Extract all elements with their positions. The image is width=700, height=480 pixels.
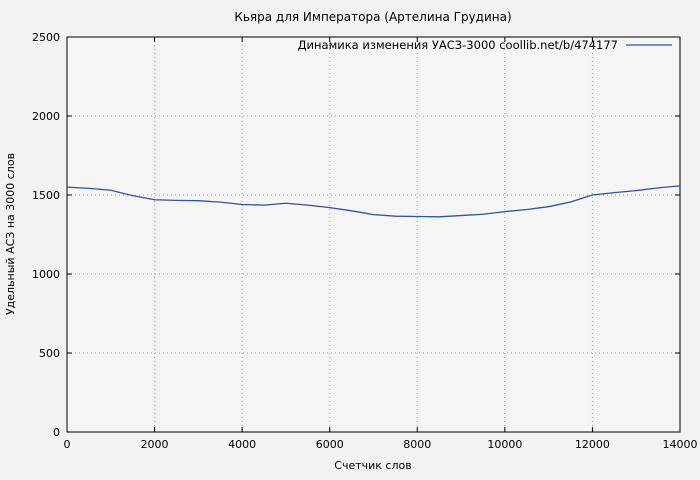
y-tick-label: 0 bbox=[53, 426, 60, 439]
x-tick-label: 12000 bbox=[575, 438, 610, 451]
grid-lines bbox=[67, 37, 680, 432]
x-tick-label: 8000 bbox=[403, 438, 431, 451]
plot-area bbox=[67, 37, 680, 432]
chart-title: Кьяра для Императора (Артелина Грудина) bbox=[234, 10, 511, 24]
x-axis-label: Счетчик слов bbox=[334, 459, 411, 472]
series-line bbox=[66, 185, 681, 218]
plot-border bbox=[66, 36, 681, 433]
x-tick-label: 14000 bbox=[663, 438, 698, 451]
y-tick-label: 1000 bbox=[32, 268, 60, 281]
x-tick-label: 4000 bbox=[228, 438, 256, 451]
y-tick-label: 2500 bbox=[32, 31, 60, 44]
x-tick-label: 0 bbox=[64, 438, 71, 451]
x-tick-label: 6000 bbox=[316, 438, 344, 451]
y-tick-label: 2000 bbox=[32, 110, 60, 123]
legend-label: Динамика изменения УАСЗ-3000 coollib.net… bbox=[298, 38, 618, 52]
x-tick-label: 2000 bbox=[141, 438, 169, 451]
y-tick-label: 500 bbox=[39, 347, 60, 360]
tick-labels: 0 2000 4000 6000 8000 10000 12000 14000 0 500 1000… bbox=[32, 31, 698, 451]
y-tick-label: 1500 bbox=[32, 189, 60, 202]
series-lines bbox=[66, 185, 681, 218]
y-axis-label: Удельный АСЗ на 3000 слов bbox=[4, 153, 17, 315]
x-tick-label: 10000 bbox=[487, 438, 522, 451]
